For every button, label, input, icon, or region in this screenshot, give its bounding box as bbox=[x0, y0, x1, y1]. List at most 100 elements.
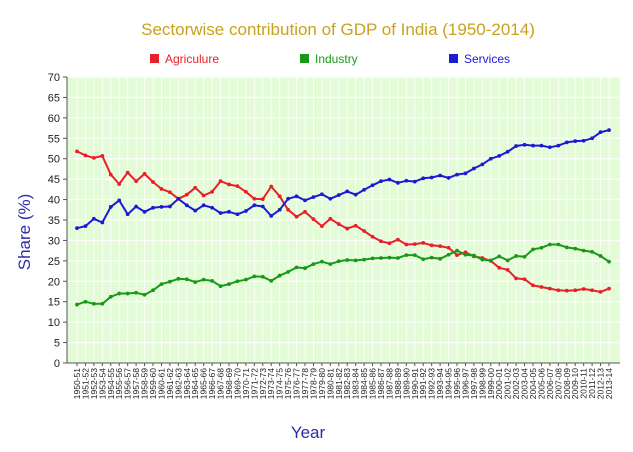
data-point-0 bbox=[387, 241, 392, 246]
data-point-0 bbox=[421, 240, 426, 245]
data-point-0 bbox=[412, 242, 417, 247]
data-point-2 bbox=[134, 204, 139, 209]
data-point-0 bbox=[514, 276, 519, 281]
data-point-1 bbox=[184, 277, 189, 282]
x-tick-label: 2009-10 bbox=[570, 368, 580, 399]
data-point-2 bbox=[370, 183, 375, 188]
y-tick-label: 25 bbox=[48, 256, 60, 268]
x-tick-label: 1982-83 bbox=[342, 368, 352, 399]
data-point-0 bbox=[142, 171, 147, 176]
data-point-2 bbox=[142, 209, 147, 214]
data-point-2 bbox=[497, 153, 502, 158]
data-point-1 bbox=[590, 249, 595, 254]
data-point-1 bbox=[547, 242, 552, 247]
data-point-2 bbox=[311, 195, 316, 200]
data-point-0 bbox=[336, 222, 341, 226]
x-tick-label: 1963-64 bbox=[182, 368, 192, 399]
data-point-1 bbox=[429, 255, 434, 260]
x-tick-label: 1971-72 bbox=[249, 368, 259, 399]
data-point-0 bbox=[395, 237, 400, 242]
data-point-0 bbox=[286, 207, 291, 212]
y-tick-label: 35 bbox=[48, 215, 60, 227]
data-point-1 bbox=[404, 253, 409, 258]
data-point-0 bbox=[83, 153, 88, 158]
data-point-2 bbox=[184, 203, 189, 208]
x-tick-label: 2007-08 bbox=[553, 368, 563, 399]
x-tick-label: 1985-86 bbox=[368, 368, 378, 399]
x-tick-label: 1994-95 bbox=[444, 368, 454, 399]
data-point-0 bbox=[404, 242, 409, 247]
data-point-2 bbox=[193, 208, 198, 213]
data-point-2 bbox=[362, 187, 367, 192]
data-point-1 bbox=[167, 279, 172, 284]
data-point-0 bbox=[556, 288, 561, 293]
data-point-1 bbox=[336, 259, 341, 264]
data-point-1 bbox=[607, 259, 611, 264]
x-tick-label: 1951-52 bbox=[80, 368, 90, 399]
series-line-0 bbox=[76, 150, 610, 293]
data-point-1 bbox=[497, 254, 502, 259]
x-tick-label: 2008-09 bbox=[562, 368, 572, 399]
data-point-0 bbox=[379, 239, 383, 244]
data-point-2 bbox=[252, 203, 257, 208]
data-point-1 bbox=[598, 254, 603, 258]
x-tick-label: 1991-92 bbox=[418, 368, 428, 399]
data-point-1 bbox=[556, 242, 561, 247]
data-point-0 bbox=[455, 253, 459, 258]
data-point-1 bbox=[370, 256, 375, 261]
data-point-1 bbox=[387, 255, 392, 260]
data-point-0 bbox=[522, 277, 527, 282]
x-tick-label: 1956-57 bbox=[123, 368, 133, 399]
data-point-1 bbox=[539, 245, 544, 250]
data-point-2 bbox=[243, 209, 248, 213]
x-tick-label: 2004-05 bbox=[528, 368, 538, 399]
data-point-2 bbox=[303, 198, 307, 203]
data-point-1 bbox=[379, 256, 383, 260]
data-point-2 bbox=[581, 138, 586, 143]
data-point-1 bbox=[488, 258, 493, 263]
data-point-2 bbox=[277, 207, 282, 212]
data-point-2 bbox=[564, 140, 569, 145]
data-point-0 bbox=[134, 179, 139, 184]
x-tick-label: 1967-68 bbox=[216, 368, 226, 399]
data-point-2 bbox=[404, 178, 409, 183]
x-tick-label: 2011-12 bbox=[587, 368, 597, 399]
data-point-0 bbox=[446, 245, 451, 250]
legend-label-2: Services bbox=[464, 52, 510, 66]
data-point-2 bbox=[269, 214, 274, 218]
x-tick-label: 1959-60 bbox=[148, 368, 158, 399]
x-axis-label: Year bbox=[291, 423, 326, 442]
data-point-1 bbox=[75, 302, 79, 307]
data-point-0 bbox=[100, 153, 105, 158]
data-point-0 bbox=[210, 189, 215, 194]
data-point-0 bbox=[260, 197, 265, 202]
data-point-2 bbox=[159, 205, 164, 209]
data-point-1 bbox=[319, 259, 324, 264]
data-point-0 bbox=[539, 285, 544, 289]
y-tick-label: 55 bbox=[48, 133, 60, 145]
x-tick-label: 1974-75 bbox=[275, 368, 285, 399]
y-tick-label: 60 bbox=[48, 113, 60, 125]
data-point-2 bbox=[539, 143, 544, 148]
data-point-2 bbox=[235, 212, 240, 217]
data-point-0 bbox=[590, 288, 595, 293]
data-point-2 bbox=[531, 143, 535, 148]
x-tick-label: 1962-63 bbox=[173, 368, 183, 399]
chart-title: Sectorwise contribution of GDP of India … bbox=[141, 20, 535, 39]
data-point-0 bbox=[547, 286, 552, 291]
data-point-2 bbox=[488, 156, 493, 161]
data-point-0 bbox=[201, 193, 206, 198]
data-point-1 bbox=[463, 252, 468, 257]
x-tick-label: 1958-59 bbox=[140, 368, 150, 399]
data-point-2 bbox=[514, 144, 519, 148]
data-point-1 bbox=[159, 282, 164, 287]
x-tick-label: 1977-78 bbox=[300, 368, 310, 399]
data-point-0 bbox=[328, 216, 333, 221]
data-point-2 bbox=[210, 205, 215, 210]
y-tick-label: 50 bbox=[48, 154, 60, 166]
x-tick-label: 1997-98 bbox=[469, 368, 479, 399]
data-point-2 bbox=[167, 204, 172, 209]
data-point-2 bbox=[438, 173, 443, 178]
x-tick-label: 1975-76 bbox=[283, 368, 293, 399]
